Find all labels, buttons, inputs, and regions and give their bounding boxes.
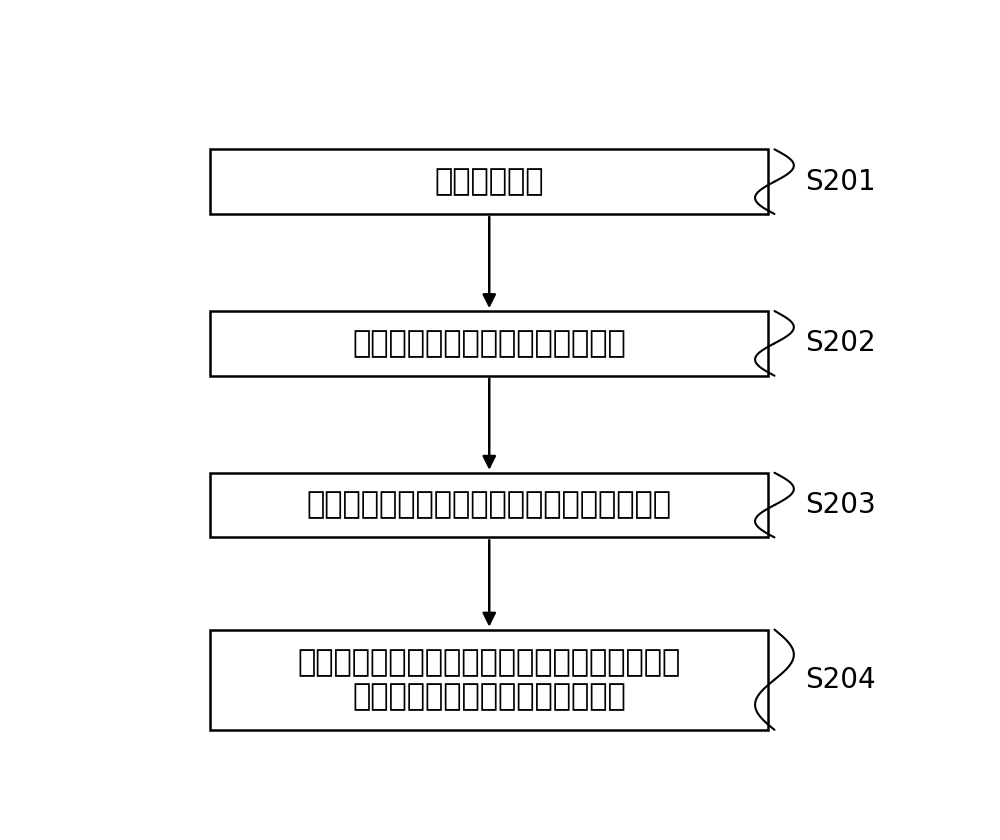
Bar [210,150,768,214]
Bar [210,629,768,730]
Text: 检测仓控板对应的电池仓的状态是否发生变化: 检测仓控板对应的电池仓的状态是否发生变化 [307,491,672,520]
Text: S201: S201 [805,168,876,196]
Text: S204: S204 [805,665,876,694]
Bar [210,473,768,538]
Text: S202: S202 [805,329,876,357]
Text: S203: S203 [805,491,876,519]
Text: 若检测到仓控板对应的电池仓的状态发生变化，
则根据标识信息对仓控板进行编码: 若检测到仓控板对应的电池仓的状态发生变化， 则根据标识信息对仓控板进行编码 [298,648,681,711]
Text: 接收编码指令: 接收编码指令 [434,167,544,197]
Bar [210,311,768,375]
Text: 根据编码指令，输出第一提示信息: 根据编码指令，输出第一提示信息 [352,328,626,358]
